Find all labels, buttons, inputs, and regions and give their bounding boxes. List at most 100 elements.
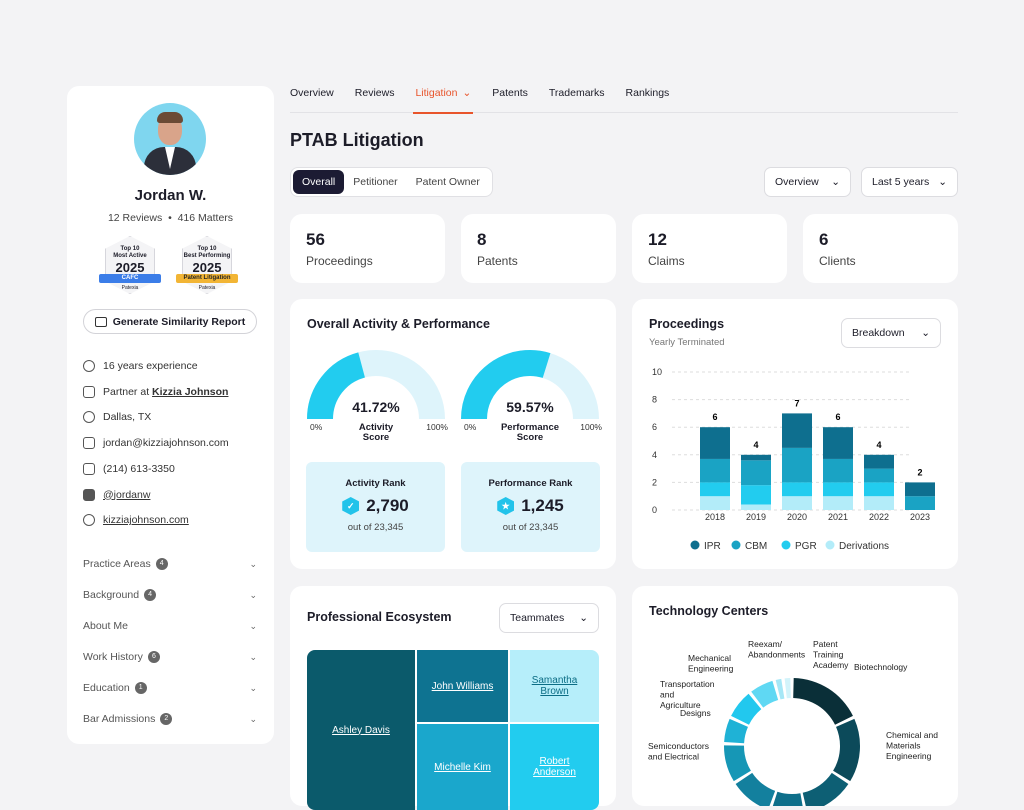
star-shield-icon: ★: [497, 497, 515, 515]
bar-segment-pgr: [782, 482, 812, 497]
mail-icon: [83, 437, 95, 450]
donut-segment: [802, 772, 849, 806]
legend-label: Derivations: [839, 541, 889, 552]
reviews-count[interactable]: 12 Reviews: [107, 212, 163, 224]
treemap-person[interactable]: Samantha Brown: [510, 650, 599, 722]
section-work-history[interactable]: Work History 6 ⌄: [83, 651, 257, 663]
bar-segment-pgr: [864, 482, 894, 497]
tab-reviews[interactable]: Reviews: [354, 87, 395, 99]
tab-patents[interactable]: Patents: [492, 87, 528, 99]
shield-icon: [83, 360, 95, 372]
gauge-fill: [461, 350, 551, 420]
avatar: [134, 103, 206, 175]
breakdown-select[interactable]: Breakdown ⌄: [841, 318, 941, 348]
bar-segment-pgr: [823, 482, 853, 497]
section-practice-areas[interactable]: Practice Areas 4 ⌄: [83, 558, 257, 570]
count-badge: 2: [160, 713, 173, 725]
donut-segment: [772, 791, 803, 806]
phone-icon: [83, 462, 95, 475]
technology-donut-chart: Biotechnology Chemical and Materials Engine…: [648, 639, 938, 806]
nav-tabs: Overview Reviews Litigation ⌄ Patents Tradema…: [290, 86, 958, 114]
gauge-value: 41.72%: [352, 399, 400, 415]
segment-petitioner[interactable]: Petitioner: [353, 176, 398, 188]
treemap-person[interactable]: Ashley Davis: [307, 650, 415, 810]
info-briefcase: Partner at Kizzia Johnson: [83, 385, 229, 398]
section-education[interactable]: Education 1 ⌄: [83, 682, 257, 694]
proceedings-chart: 0 2 4 6 8 10 6 2018 4 2019 7 2020 6 2021 4 2022 2 2023 IPR…: [652, 367, 935, 552]
legend-swatch: [690, 540, 700, 550]
section-bar-admissions[interactable]: Bar Admissions 2 ⌄: [83, 713, 257, 725]
legend-swatch: [825, 540, 835, 550]
chevron-down-icon: ⌄: [249, 713, 257, 724]
treemap-person[interactable]: John Williams: [417, 650, 508, 722]
gauge-fill: [307, 352, 366, 420]
briefcase-icon: [83, 385, 95, 398]
period-select[interactable]: Last 5 years ⌄: [861, 167, 958, 197]
check-shield-icon: ✓: [342, 497, 360, 515]
tab-litigation[interactable]: Litigation ⌄: [413, 86, 474, 114]
bar-segment-ipr: [782, 413, 812, 448]
teammates-treemap: Ashley Davis John Williams Samantha Brow…: [307, 650, 599, 810]
badge-most-active: Top 10 Most Active 2025 CAFC Patexia: [97, 236, 163, 298]
profile-link[interactable]: @jordanw: [103, 488, 151, 501]
chevron-down-icon: ⌄: [249, 620, 257, 631]
tab-rankings[interactable]: Rankings: [625, 87, 670, 99]
compare-icon: [94, 316, 107, 327]
legend-swatch: [731, 540, 741, 550]
x-tick-label: 2019: [746, 512, 766, 522]
count-badge: 1: [134, 682, 147, 694]
profile-link[interactable]: kizziajohnson.com: [103, 514, 189, 527]
treemap-person[interactable]: Michelle Kim: [417, 724, 508, 810]
x-tick-label: 2023: [910, 512, 930, 522]
x-tick-label: 2022: [869, 512, 889, 522]
info-location: Dallas, TX: [83, 411, 151, 424]
card-title: Professional Ecosystem: [307, 610, 452, 624]
count-badge: 4: [155, 558, 168, 570]
section-about-me[interactable]: About Me ⌄: [83, 620, 257, 632]
info-shield: 16 years experience: [83, 360, 198, 372]
donut-label: Patent Training Academy: [813, 639, 849, 670]
bar-segment-derivations: [823, 496, 853, 510]
profile-link[interactable]: Kizzia Johnson: [152, 385, 229, 398]
x-tick-label: 2020: [787, 512, 807, 522]
bar-segment-cbm: [864, 468, 894, 483]
activity-rank: Activity Rank ✓ 2,790 out of 23,345: [306, 462, 445, 552]
donut-segment: [731, 693, 762, 725]
badge-best-performing: Top 10 Best Performing 2025 Patent Litigat…: [174, 236, 240, 298]
section-background[interactable]: Background 4 ⌄: [83, 589, 257, 601]
y-tick-label: 10: [652, 367, 662, 377]
tab-overview[interactable]: Overview: [290, 87, 334, 99]
bar-segment-ipr: [741, 454, 771, 461]
tab-trademarks[interactable]: Trademarks: [548, 87, 605, 99]
card-title: Overall Activity & Performance: [307, 317, 490, 331]
matters-count: 416 Matters: [177, 212, 234, 224]
gauge-0: 0% 100% 41.72% Activity Score: [306, 349, 448, 449]
gauge-label: Performance Score: [500, 422, 560, 443]
page-title: PTAB Litigation: [290, 130, 424, 150]
view-select[interactable]: Overview ⌄: [764, 167, 851, 197]
info-phone: (214) 613-3350: [83, 462, 175, 475]
donut-label: Semiconductors and Electrical: [648, 741, 709, 762]
teammates-select[interactable]: Teammates ⌄: [499, 603, 599, 633]
x-tick-label: 2018: [705, 512, 725, 522]
legend-label: IPR: [704, 541, 721, 552]
donut-segment: [735, 772, 776, 806]
bar-segment-ipr: [823, 427, 853, 459]
bar-total-label: 7: [794, 398, 799, 408]
y-tick-label: 8: [652, 395, 657, 405]
donut-label: Designs: [680, 708, 711, 718]
generate-similarity-report-button[interactable]: Generate Similarity Report: [83, 309, 257, 334]
bar-segment-pgr: [700, 482, 730, 497]
donut-label: Reexam/Abandonments: [748, 639, 805, 660]
donut-label: Biotechnology: [854, 662, 908, 672]
x-tick-label: 2021: [828, 512, 848, 522]
segment-patent-owner[interactable]: Patent Owner: [415, 176, 480, 188]
bar-segment-derivations: [741, 504, 771, 510]
bar-total-label: 4: [753, 440, 758, 450]
card-title: Proceedings: [649, 317, 725, 331]
bar-segment-ipr: [700, 427, 730, 459]
donut-label: Mechanical Engineering: [688, 653, 734, 674]
segment-overall[interactable]: Overall: [293, 170, 345, 194]
treemap-person[interactable]: Robert Anderson: [510, 724, 599, 810]
donut-segment: [793, 678, 853, 725]
